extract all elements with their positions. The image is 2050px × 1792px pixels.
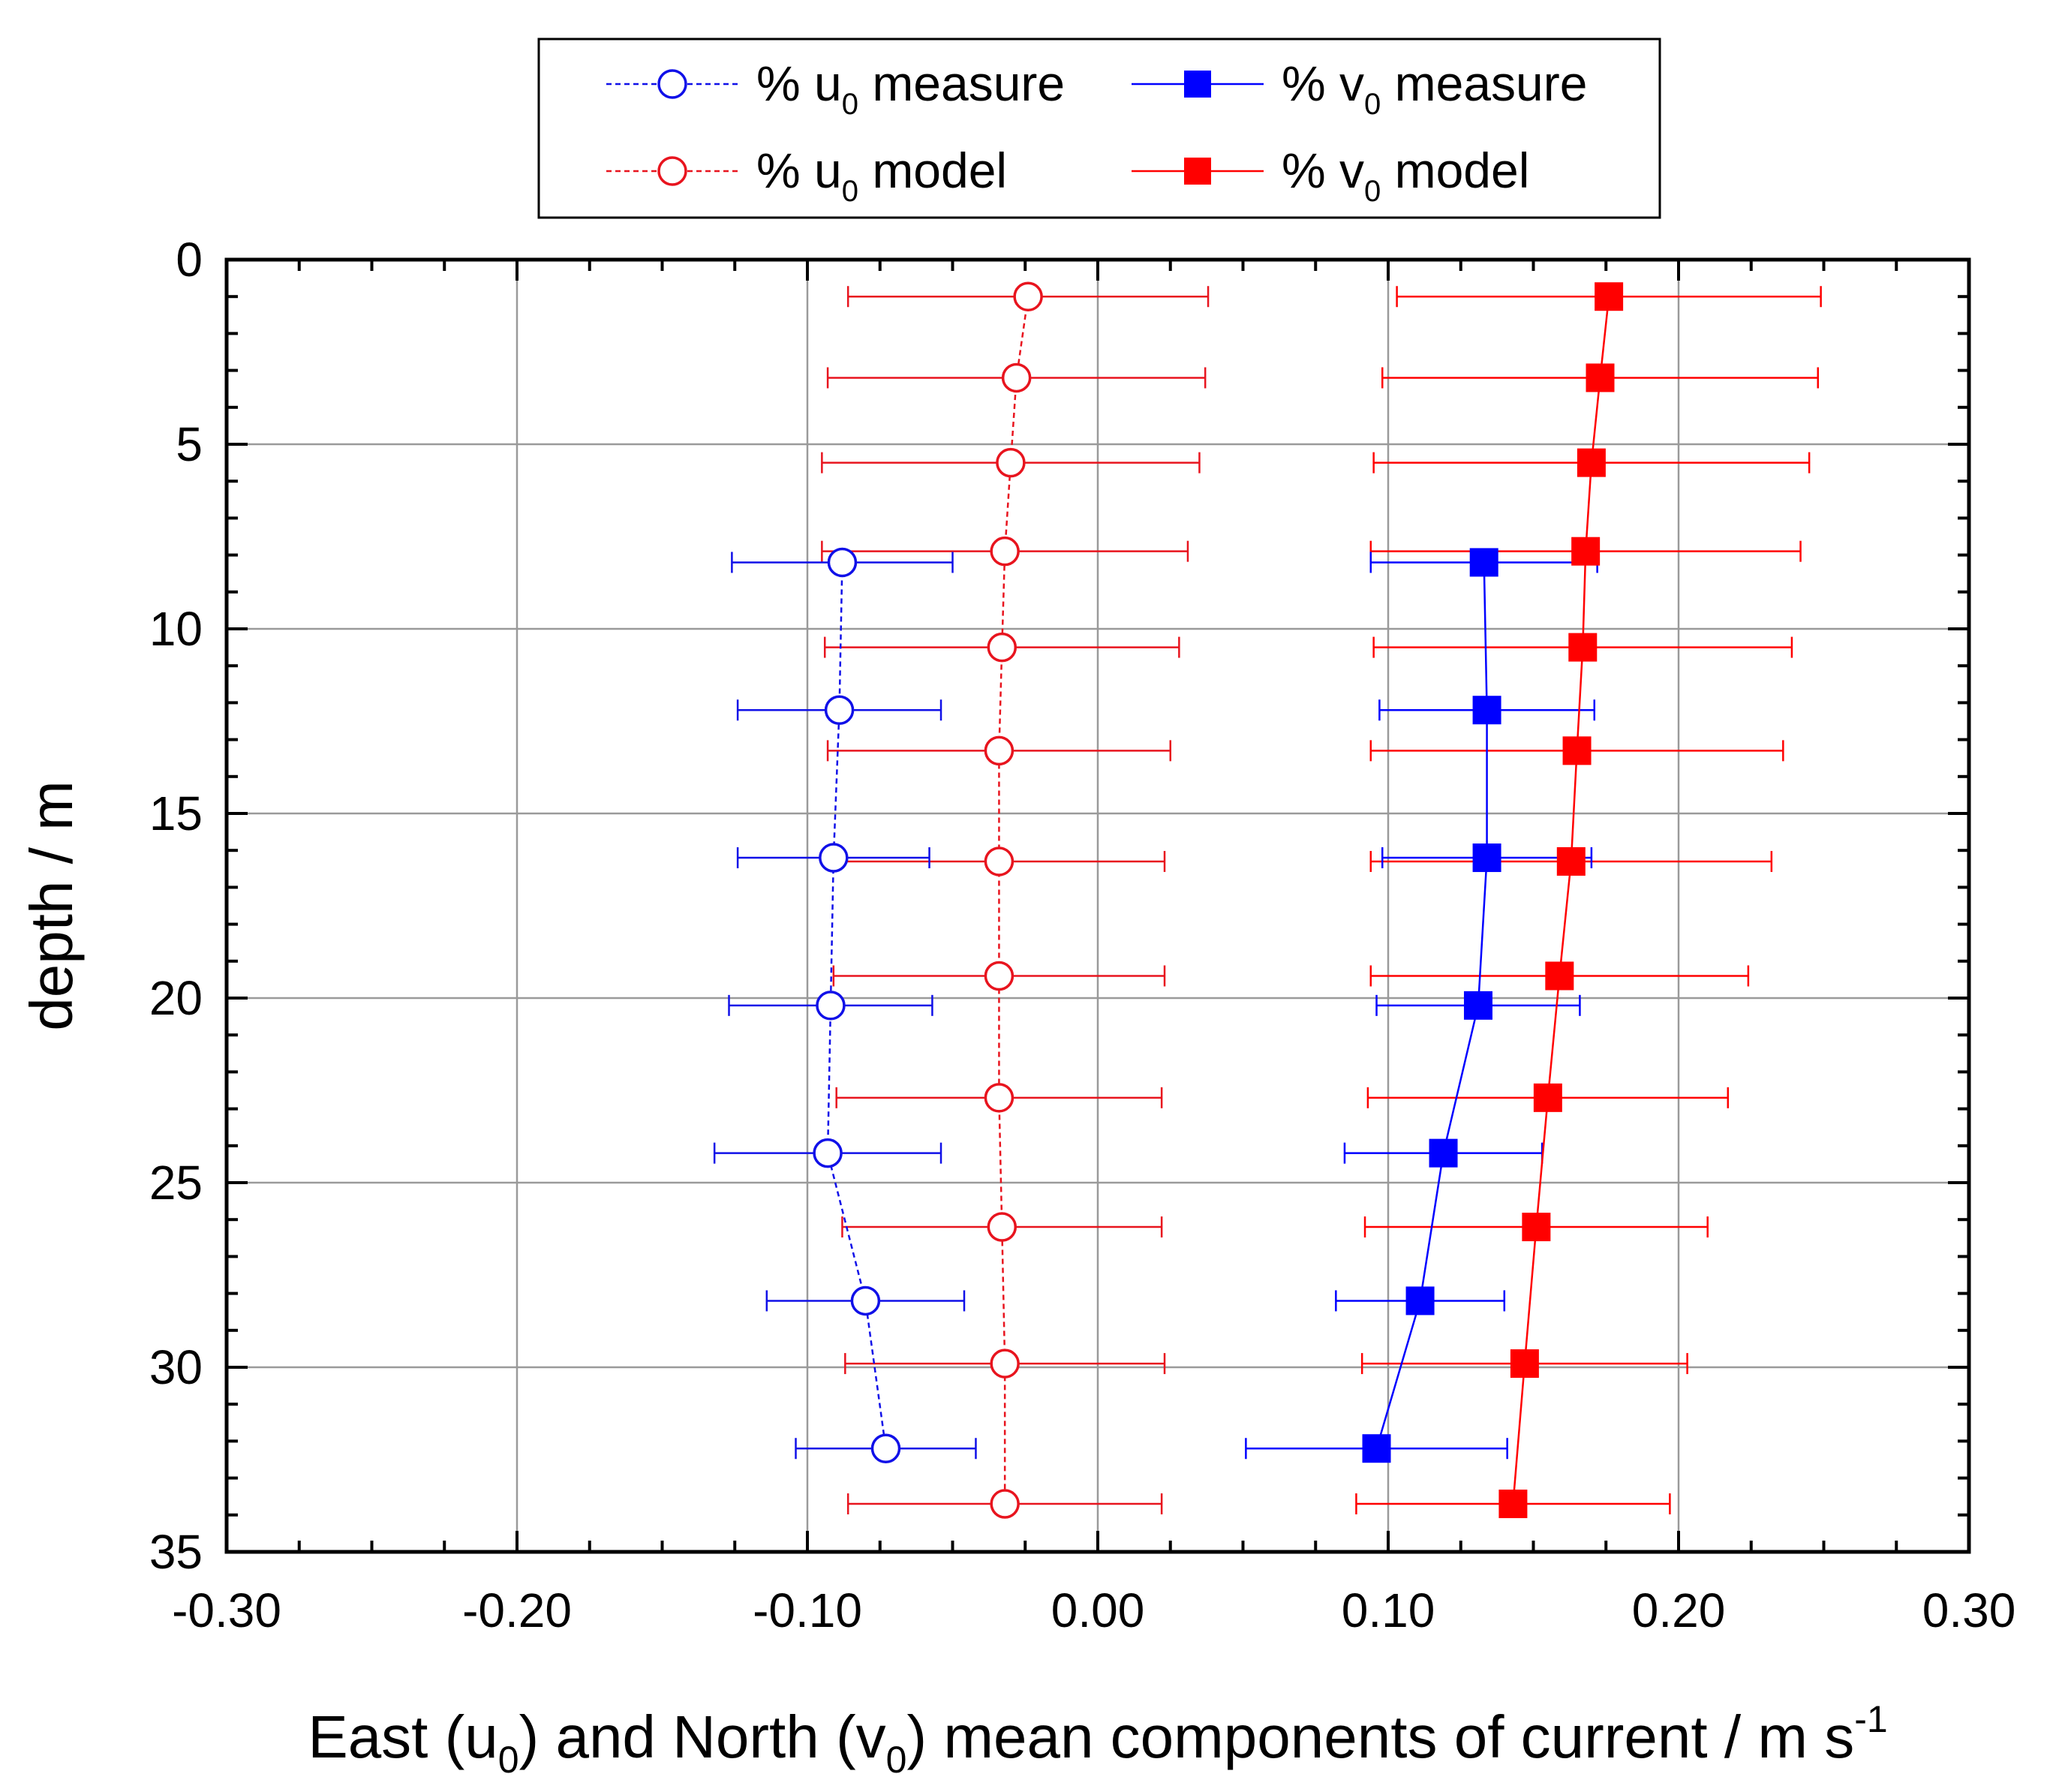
- data-point: [1568, 633, 1598, 662]
- legend-label-prefix: % v: [1282, 143, 1364, 198]
- data-point: [1562, 736, 1592, 765]
- tick-labels: -0.30 -0.20 -0.10 0.00 0.10 0.20 0.30 0 5 10 15 20 2…: [149, 233, 2015, 1637]
- data-point: [1405, 1286, 1435, 1315]
- legend-label-sub: 0: [842, 88, 858, 121]
- data-point: [1013, 281, 1043, 311]
- data-point: [990, 1489, 1020, 1519]
- data-point: [1429, 1138, 1458, 1168]
- data-point: [824, 695, 855, 725]
- x-axis-title: East (u0) and North (v0) mean components…: [308, 1698, 1887, 1781]
- x-tick-label: 0.00: [1051, 1583, 1145, 1637]
- y-tick-label: 5: [176, 417, 203, 471]
- x-axis-title-sub-2: 0: [886, 1739, 907, 1781]
- x-tick-label: 0.30: [1922, 1583, 2016, 1637]
- legend-label-prefix: % v: [1282, 56, 1364, 111]
- x-axis-title-part-2: ) and North (v: [519, 1703, 886, 1770]
- y-tick-label: 35: [149, 1525, 203, 1579]
- grid: [227, 260, 1969, 1552]
- data-point: [1362, 1434, 1391, 1463]
- data-point: [1472, 696, 1501, 725]
- legend-label-suffix: model: [1381, 143, 1529, 198]
- data-point: [1556, 846, 1586, 876]
- legend-label: % v0 measure: [1282, 56, 1587, 121]
- data-point: [816, 991, 846, 1021]
- data-point: [996, 447, 1026, 478]
- y-tick-label: 15: [149, 786, 203, 840]
- y-tick-label: 25: [149, 1156, 203, 1210]
- data-point: [1595, 282, 1624, 311]
- data-point: [1533, 1083, 1562, 1112]
- data-point: [984, 1083, 1014, 1113]
- y-tick-label: 10: [149, 602, 203, 656]
- data-point: [827, 547, 858, 578]
- data-point: [1522, 1213, 1551, 1242]
- data-point: [990, 536, 1020, 567]
- legend-label: % v0 model: [1282, 143, 1529, 208]
- data-point: [1586, 363, 1615, 392]
- data-point: [819, 843, 849, 873]
- data-point: [813, 1138, 843, 1168]
- data-point: [1571, 537, 1601, 566]
- x-tick-label: -0.20: [462, 1583, 572, 1637]
- data-point: [1545, 961, 1574, 991]
- x-tick-label: -0.30: [172, 1583, 281, 1637]
- data-point: [1472, 843, 1501, 873]
- data-point: [1577, 448, 1606, 477]
- legend-label-prefix: % u: [756, 56, 842, 111]
- y-tick-label: 30: [149, 1340, 203, 1394]
- data-point: [1469, 548, 1498, 577]
- data-point: [1498, 1490, 1528, 1519]
- x-tick-label: 0.10: [1342, 1583, 1435, 1637]
- legend-marker: [657, 156, 687, 186]
- legend-label-suffix: measure: [1381, 56, 1587, 111]
- data-markers: [813, 281, 1624, 1519]
- data-point: [1510, 1349, 1539, 1379]
- legend-marker: [1184, 158, 1211, 185]
- data-point: [850, 1285, 881, 1316]
- data-point: [987, 632, 1017, 663]
- data-point: [984, 735, 1014, 766]
- data-point: [870, 1433, 901, 1463]
- data-point: [1001, 362, 1032, 393]
- x-tick-label: -0.10: [753, 1583, 862, 1637]
- legend-box: [537, 38, 1661, 219]
- legend-label-prefix: % u: [756, 143, 842, 198]
- y-axis-title: depth / m: [18, 780, 85, 1031]
- legend-label-suffix: measure: [858, 56, 1065, 111]
- legend-label: % u0 measure: [756, 56, 1065, 121]
- data-point: [984, 961, 1014, 991]
- y-tick-label: 0: [176, 233, 203, 287]
- x-axis-title-part-3: ) mean components of current / m s: [906, 1703, 1854, 1770]
- data-point: [987, 1212, 1017, 1242]
- legend-label-suffix: model: [858, 143, 1007, 198]
- legend-label-sub: 0: [1364, 88, 1381, 121]
- legend-label-sub: 0: [1364, 175, 1381, 208]
- axis-ticks: [225, 258, 1970, 1553]
- x-axis-title-sub-1: 0: [498, 1739, 519, 1781]
- y-tick-label: 20: [149, 971, 203, 1025]
- data-point: [984, 846, 1014, 876]
- legend-label-sub: 0: [842, 175, 858, 208]
- x-axis-title-sup: -1: [1854, 1698, 1887, 1740]
- x-tick-label: 0.20: [1632, 1583, 1726, 1637]
- legend: % u0 measure% v0 measure% u0 model% v0 m…: [537, 38, 1661, 219]
- legend-marker: [1184, 71, 1211, 98]
- x-axis-title-part-1: East (u: [308, 1703, 497, 1770]
- legend-marker: [657, 69, 687, 99]
- data-point: [990, 1349, 1020, 1379]
- legend-label: % u0 model: [756, 143, 1007, 208]
- data-point: [1463, 991, 1492, 1020]
